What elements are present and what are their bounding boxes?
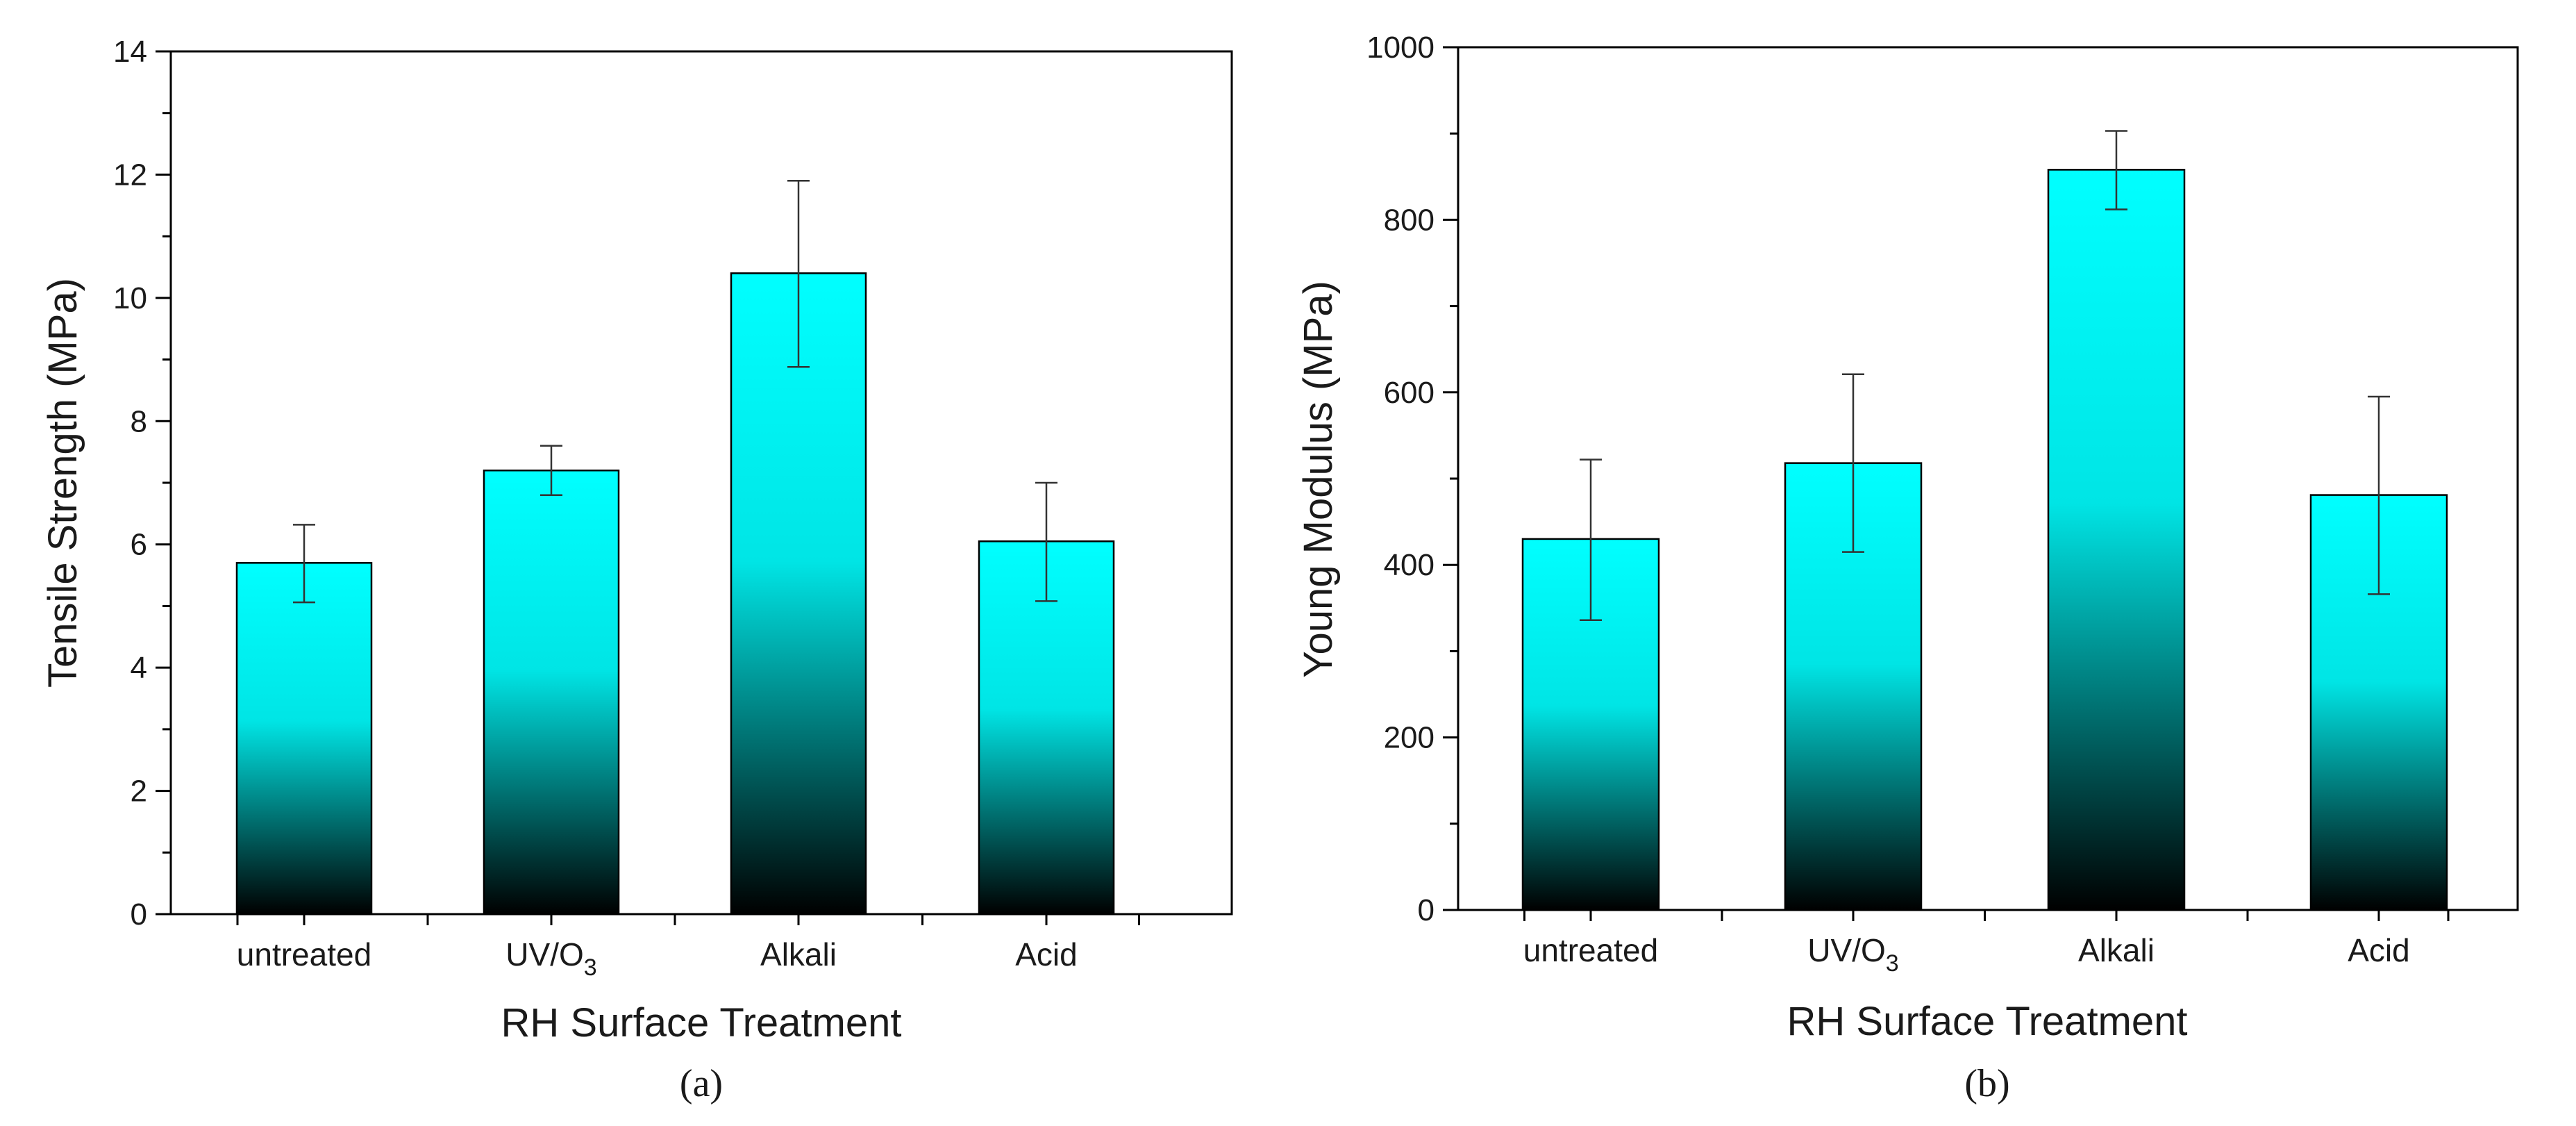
bar-uv-o3 [483, 470, 620, 916]
y-tick-label: 0 [1418, 893, 1435, 927]
y-axis-ticks: 0 200 400 600 800 1000 [1366, 31, 1458, 927]
y-tick-label: 600 [1384, 376, 1435, 410]
panel-label-a: (a) [680, 1062, 723, 1105]
x-category-label: untreated [237, 936, 371, 972]
y-tick-label: 1000 [1366, 31, 1435, 65]
x-category-label: Acid [1015, 936, 1077, 972]
errorbar-alkali [787, 180, 810, 368]
bar-group [1521, 169, 2448, 911]
x-axis-title: RH Surface Treatment [501, 1000, 902, 1045]
y-tick-label: 800 [1384, 203, 1435, 237]
y-tick-label: 200 [1384, 721, 1435, 755]
y-tick-label: 6 [131, 528, 147, 562]
errorbar-uv-o3 [540, 445, 562, 496]
errorbar-group [1580, 130, 2390, 621]
panel-label-b: (b) [1964, 1062, 2009, 1105]
y-tick-label: 400 [1384, 548, 1435, 582]
errorbar-alkali [2105, 130, 2127, 210]
young-modulus-chart: 0 200 400 600 800 1000 untreated UV/O3 Alkali Ac… [1296, 31, 2519, 1105]
y-tick-label: 10 [113, 281, 147, 315]
bar-alkali [2047, 169, 2186, 911]
errorbar-group [293, 180, 1057, 604]
bar-group [235, 272, 1115, 916]
x-category-label: UV/O3 [505, 936, 596, 981]
x-category-label: untreated [1523, 932, 1658, 968]
y-tick-label: 14 [113, 35, 147, 69]
errorbar-untreated [1580, 458, 1602, 621]
x-category-label: Alkali [760, 936, 837, 972]
errorbar-uv-o3 [1842, 373, 1864, 553]
x-category-label: Acid [2348, 932, 2409, 968]
x-axis-ticks: untreated UV/O3 Alkali Acid [1523, 910, 2450, 977]
bar-alkali [730, 272, 867, 916]
errorbar-acid [2368, 395, 2390, 595]
y-tick-label: 8 [131, 404, 147, 438]
x-category-label: UV/O3 [1807, 932, 1898, 977]
x-category-label: Alkali [2078, 932, 2155, 968]
x-axis-ticks: untreated UV/O3 Alkali Acid [236, 914, 1140, 981]
y-axis-title: Young Modulus (MPa) [1296, 281, 1341, 678]
errorbar-acid [1035, 481, 1057, 602]
errorbar-untreated [293, 524, 315, 604]
y-axis-ticks: 0 2 4 6 8 10 12 14 [113, 35, 171, 932]
y-tick-label: 4 [131, 651, 147, 685]
x-axis-title: RH Surface Treatment [1787, 999, 2188, 1044]
y-tick-label: 12 [113, 158, 147, 192]
y-tick-label: 0 [131, 897, 147, 932]
y-axis-title: Tensile Strength (MPa) [40, 278, 85, 688]
y-tick-label: 2 [131, 775, 147, 809]
bar-untreated [235, 562, 373, 916]
tensile-strength-chart: 0 2 4 6 8 10 12 14 untreated UV/O3 Alkali Acid Ten… [40, 35, 1233, 1105]
